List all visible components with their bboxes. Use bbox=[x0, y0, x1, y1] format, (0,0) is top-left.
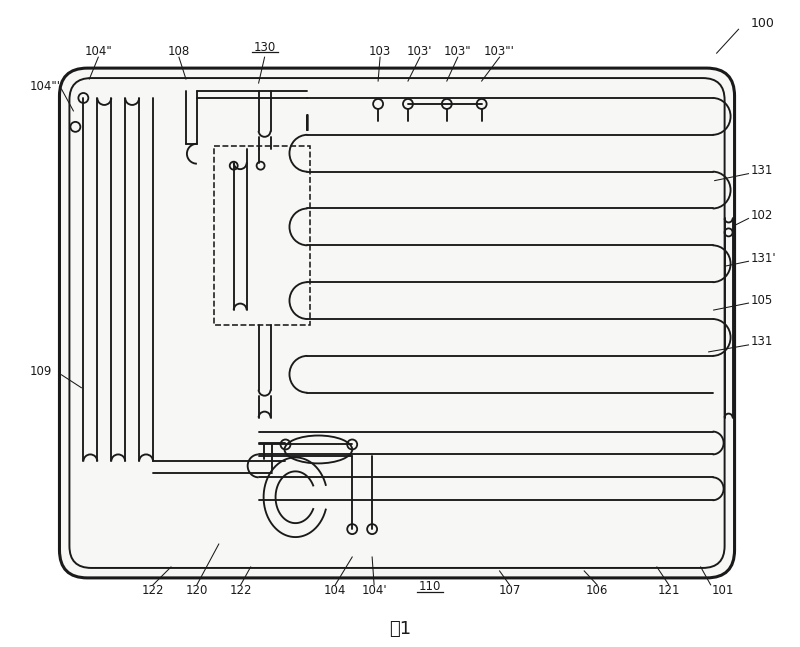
Text: 130: 130 bbox=[254, 41, 276, 54]
Text: 105: 105 bbox=[750, 294, 773, 307]
Text: 104": 104" bbox=[85, 45, 112, 58]
Text: 图1: 图1 bbox=[389, 620, 411, 638]
FancyBboxPatch shape bbox=[59, 68, 734, 578]
Text: 110: 110 bbox=[418, 580, 441, 593]
Text: 131': 131' bbox=[750, 252, 776, 265]
Text: 104: 104 bbox=[324, 584, 346, 597]
Text: 103': 103' bbox=[407, 45, 433, 58]
Text: 104"': 104"' bbox=[30, 80, 61, 93]
Text: 122: 122 bbox=[230, 584, 252, 597]
Text: 131: 131 bbox=[750, 164, 773, 177]
Text: 106: 106 bbox=[586, 584, 608, 597]
Text: 103: 103 bbox=[369, 45, 391, 58]
Text: 104': 104' bbox=[362, 584, 387, 597]
Text: 131: 131 bbox=[750, 335, 773, 349]
Text: 109: 109 bbox=[30, 366, 52, 378]
Text: 121: 121 bbox=[658, 584, 680, 597]
Text: 101: 101 bbox=[711, 584, 734, 597]
Text: 103": 103" bbox=[444, 45, 471, 58]
Text: 120: 120 bbox=[186, 584, 208, 597]
Text: 107: 107 bbox=[498, 584, 521, 597]
Text: 108: 108 bbox=[168, 45, 190, 58]
Text: 122: 122 bbox=[142, 584, 164, 597]
Text: 103"': 103"' bbox=[484, 45, 515, 58]
Text: 100: 100 bbox=[750, 17, 774, 30]
Bar bbox=[214, 146, 310, 325]
Text: 102: 102 bbox=[750, 209, 773, 222]
